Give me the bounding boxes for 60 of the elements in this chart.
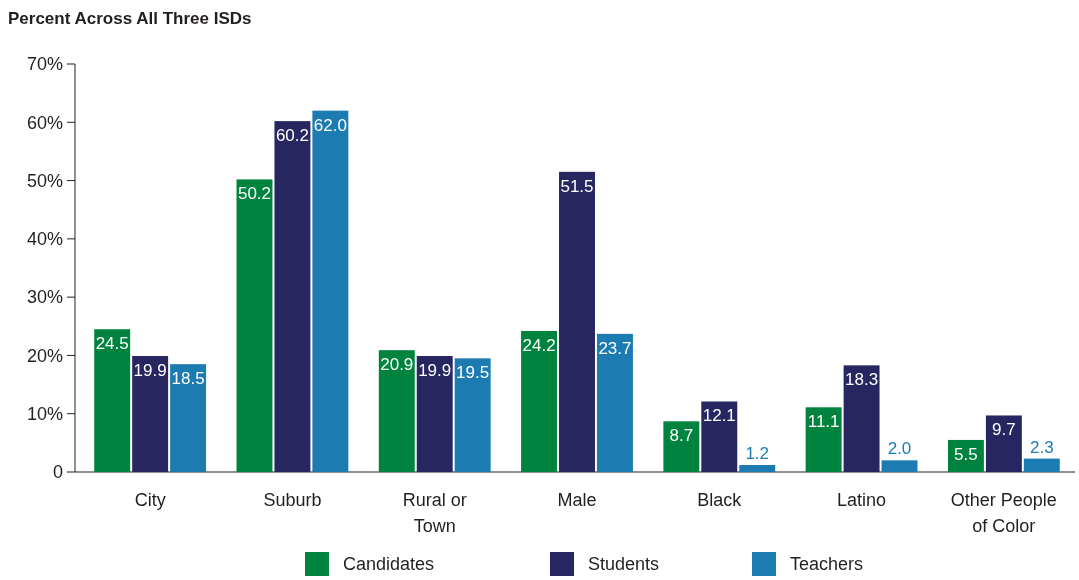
- data-label: 20.9: [380, 355, 414, 375]
- data-label: 18.5: [171, 369, 205, 389]
- x-tick-label: Rural or Town: [402, 490, 467, 536]
- bar: [985, 415, 1022, 472]
- data-label: 24.5: [95, 334, 129, 354]
- data-label: 19.5: [456, 363, 490, 383]
- legend-label: Candidates: [343, 554, 435, 575]
- y-tick-label: 50%: [26, 170, 63, 191]
- data-label: 24.2: [522, 335, 556, 355]
- chart-title: Percent Across All Three ISDs: [8, 9, 252, 28]
- data-label: 19.9: [133, 361, 167, 381]
- bar: [416, 356, 453, 472]
- x-tick-label: Latino: [837, 490, 887, 510]
- x-tick-label: City: [134, 490, 166, 510]
- data-label: 23.7: [598, 338, 632, 358]
- bar: [1023, 458, 1060, 472]
- x-tick-label: Other People of Color: [950, 490, 1057, 536]
- data-label: 50.2: [237, 184, 272, 204]
- data-label: 62.0: [313, 115, 347, 135]
- bar: [94, 329, 131, 472]
- bar: [170, 364, 207, 472]
- bar: [274, 121, 311, 472]
- data-label: 12.1: [702, 406, 736, 426]
- data-label: 5.5: [954, 444, 978, 464]
- data-label: 8.7: [669, 426, 694, 446]
- bar: [843, 365, 880, 472]
- bar: [739, 465, 776, 472]
- bar: [454, 358, 491, 472]
- bar: [378, 350, 415, 472]
- data-label: 2.3: [1029, 437, 1054, 457]
- legend-label: Students: [588, 554, 660, 575]
- bar: [881, 460, 918, 472]
- legend-label: Teachers: [790, 554, 864, 575]
- data-label: 19.9: [418, 361, 452, 381]
- bar: [805, 407, 842, 472]
- bar: [236, 179, 273, 472]
- bar: [596, 333, 633, 472]
- data-label: 11.1: [807, 412, 840, 432]
- x-tick-label: Black: [697, 490, 743, 510]
- bar: [701, 401, 738, 472]
- bar: [663, 421, 700, 472]
- data-label: 9.7: [992, 420, 1016, 440]
- y-tick-label: 70%: [26, 54, 63, 75]
- data-label: 51.5: [560, 176, 594, 196]
- y-tick-label: 20%: [26, 345, 63, 366]
- data-label: 1.2: [745, 444, 770, 464]
- x-tick-label: Male: [557, 490, 597, 510]
- y-tick-label: 60%: [26, 112, 63, 133]
- y-tick-label: 10%: [26, 404, 63, 425]
- y-tick-label: 30%: [26, 287, 63, 308]
- data-label: 18.3: [845, 370, 879, 390]
- y-tick-label: 0: [52, 462, 63, 483]
- x-tick-label: Suburb: [263, 490, 322, 510]
- bar: [521, 330, 558, 472]
- bar: [559, 171, 595, 472]
- bar: [312, 110, 349, 472]
- data-label: 2.0: [887, 439, 912, 459]
- y-tick-label: 40%: [26, 229, 63, 250]
- bar: [132, 356, 169, 472]
- data-label: 60.2: [275, 126, 309, 146]
